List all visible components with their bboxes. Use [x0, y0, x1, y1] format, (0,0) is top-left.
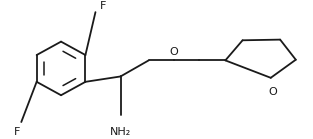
Text: O: O	[169, 47, 178, 57]
Text: O: O	[269, 87, 277, 97]
Text: F: F	[100, 2, 106, 12]
Text: NH₂: NH₂	[110, 127, 131, 137]
Text: F: F	[14, 127, 20, 137]
